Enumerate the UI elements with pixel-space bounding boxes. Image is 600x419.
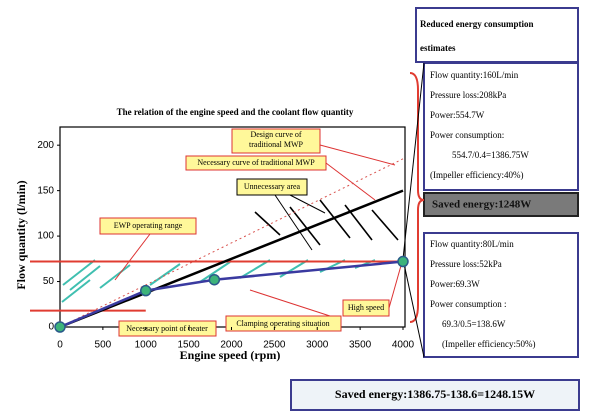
callout-label: Necessary curve of traditional MWP: [197, 158, 315, 167]
heading-wrap: Reduced energy consumption estimates: [420, 19, 534, 53]
panel-heading: Reduced energy consumption estimates: [420, 19, 534, 53]
heading-box: [415, 7, 579, 63]
panel-line: 69.3/0.5=138.6W: [442, 319, 506, 329]
callout-wrap: Design curve of traditional MWP: [249, 130, 303, 149]
callout-box: [99, 217, 197, 235]
panel-line: 554.7/0.4=1386.75W: [452, 150, 529, 160]
x-axis-label: Engine speed (rpm): [180, 348, 281, 362]
callout-label: Clamping operating situation: [236, 319, 329, 328]
x-tick-label: 1500: [178, 340, 201, 351]
callout-box: [231, 128, 321, 154]
connector: [402, 62, 425, 260]
y-tick-label: 50: [43, 276, 55, 287]
brace: [409, 72, 425, 323]
panel-line: Flow quantity:160L/min: [430, 70, 519, 80]
panel-line: Flow quantity:80L/min: [430, 239, 514, 249]
x-tick-label: 500: [95, 340, 112, 351]
series-line: [59, 158, 404, 328]
panel-line: Pressure loss:208kPa: [430, 90, 506, 100]
panel-line: Power consumption:: [430, 130, 504, 140]
y-axis-label: Flow quantity (l/min): [14, 180, 28, 289]
point: [208, 273, 221, 286]
x-tick-label: 2000: [220, 340, 243, 351]
x-tick-label: 0: [57, 340, 63, 351]
panel-line: Power:69.3W: [430, 279, 480, 289]
saved-box: [423, 192, 579, 217]
hatch-unnecessary: [254, 199, 399, 246]
callout-box: [118, 320, 217, 337]
point: [397, 255, 409, 268]
series-line: [59, 189, 404, 329]
callout-label: Necessary point of heater: [126, 324, 208, 333]
callout-label: EWP operating range: [114, 221, 183, 230]
callouts: [99, 128, 403, 337]
total-text: Saved energy:1386.75-138.6=1248.15W: [335, 387, 535, 401]
panel-line: Power consumption :: [430, 299, 507, 309]
panel-line: Power:554.7W: [430, 110, 485, 120]
chart-title: The relation of the engine speed and the…: [117, 107, 354, 117]
ewp-box: [423, 232, 579, 358]
x-tick-label: 3500: [349, 340, 372, 351]
x-tick-label: 2500: [263, 340, 286, 351]
x-tick-label: 3000: [306, 340, 329, 351]
callout-box: [236, 178, 308, 196]
panel-line: (Impeller efficiency:40%): [430, 170, 524, 180]
callout-label: Design curve of traditional MWP: [249, 130, 303, 149]
x-tick-label: 4000: [392, 340, 415, 351]
point: [54, 321, 66, 333]
x-tick-label: 1000: [135, 340, 158, 351]
y-tick-label: 150: [37, 185, 54, 196]
series-line: [59, 260, 404, 329]
point: [140, 284, 152, 297]
y-tick-label: 100: [37, 231, 54, 242]
callout-box: [225, 315, 342, 332]
y-tick-label: 0: [48, 322, 54, 333]
connector: [402, 258, 425, 358]
y-tick-label: 200: [37, 140, 54, 151]
saved-text: Saved energy:1248W: [432, 199, 531, 211]
total-box: [290, 379, 580, 411]
panel-line: Pressure loss:52kPa: [430, 259, 502, 269]
callout-label: Unnecessary area: [244, 182, 301, 191]
callout-label: High speed: [348, 303, 384, 312]
panel-line: (Impeller efficiency:50%): [442, 339, 536, 349]
traditional-box: [423, 62, 579, 191]
